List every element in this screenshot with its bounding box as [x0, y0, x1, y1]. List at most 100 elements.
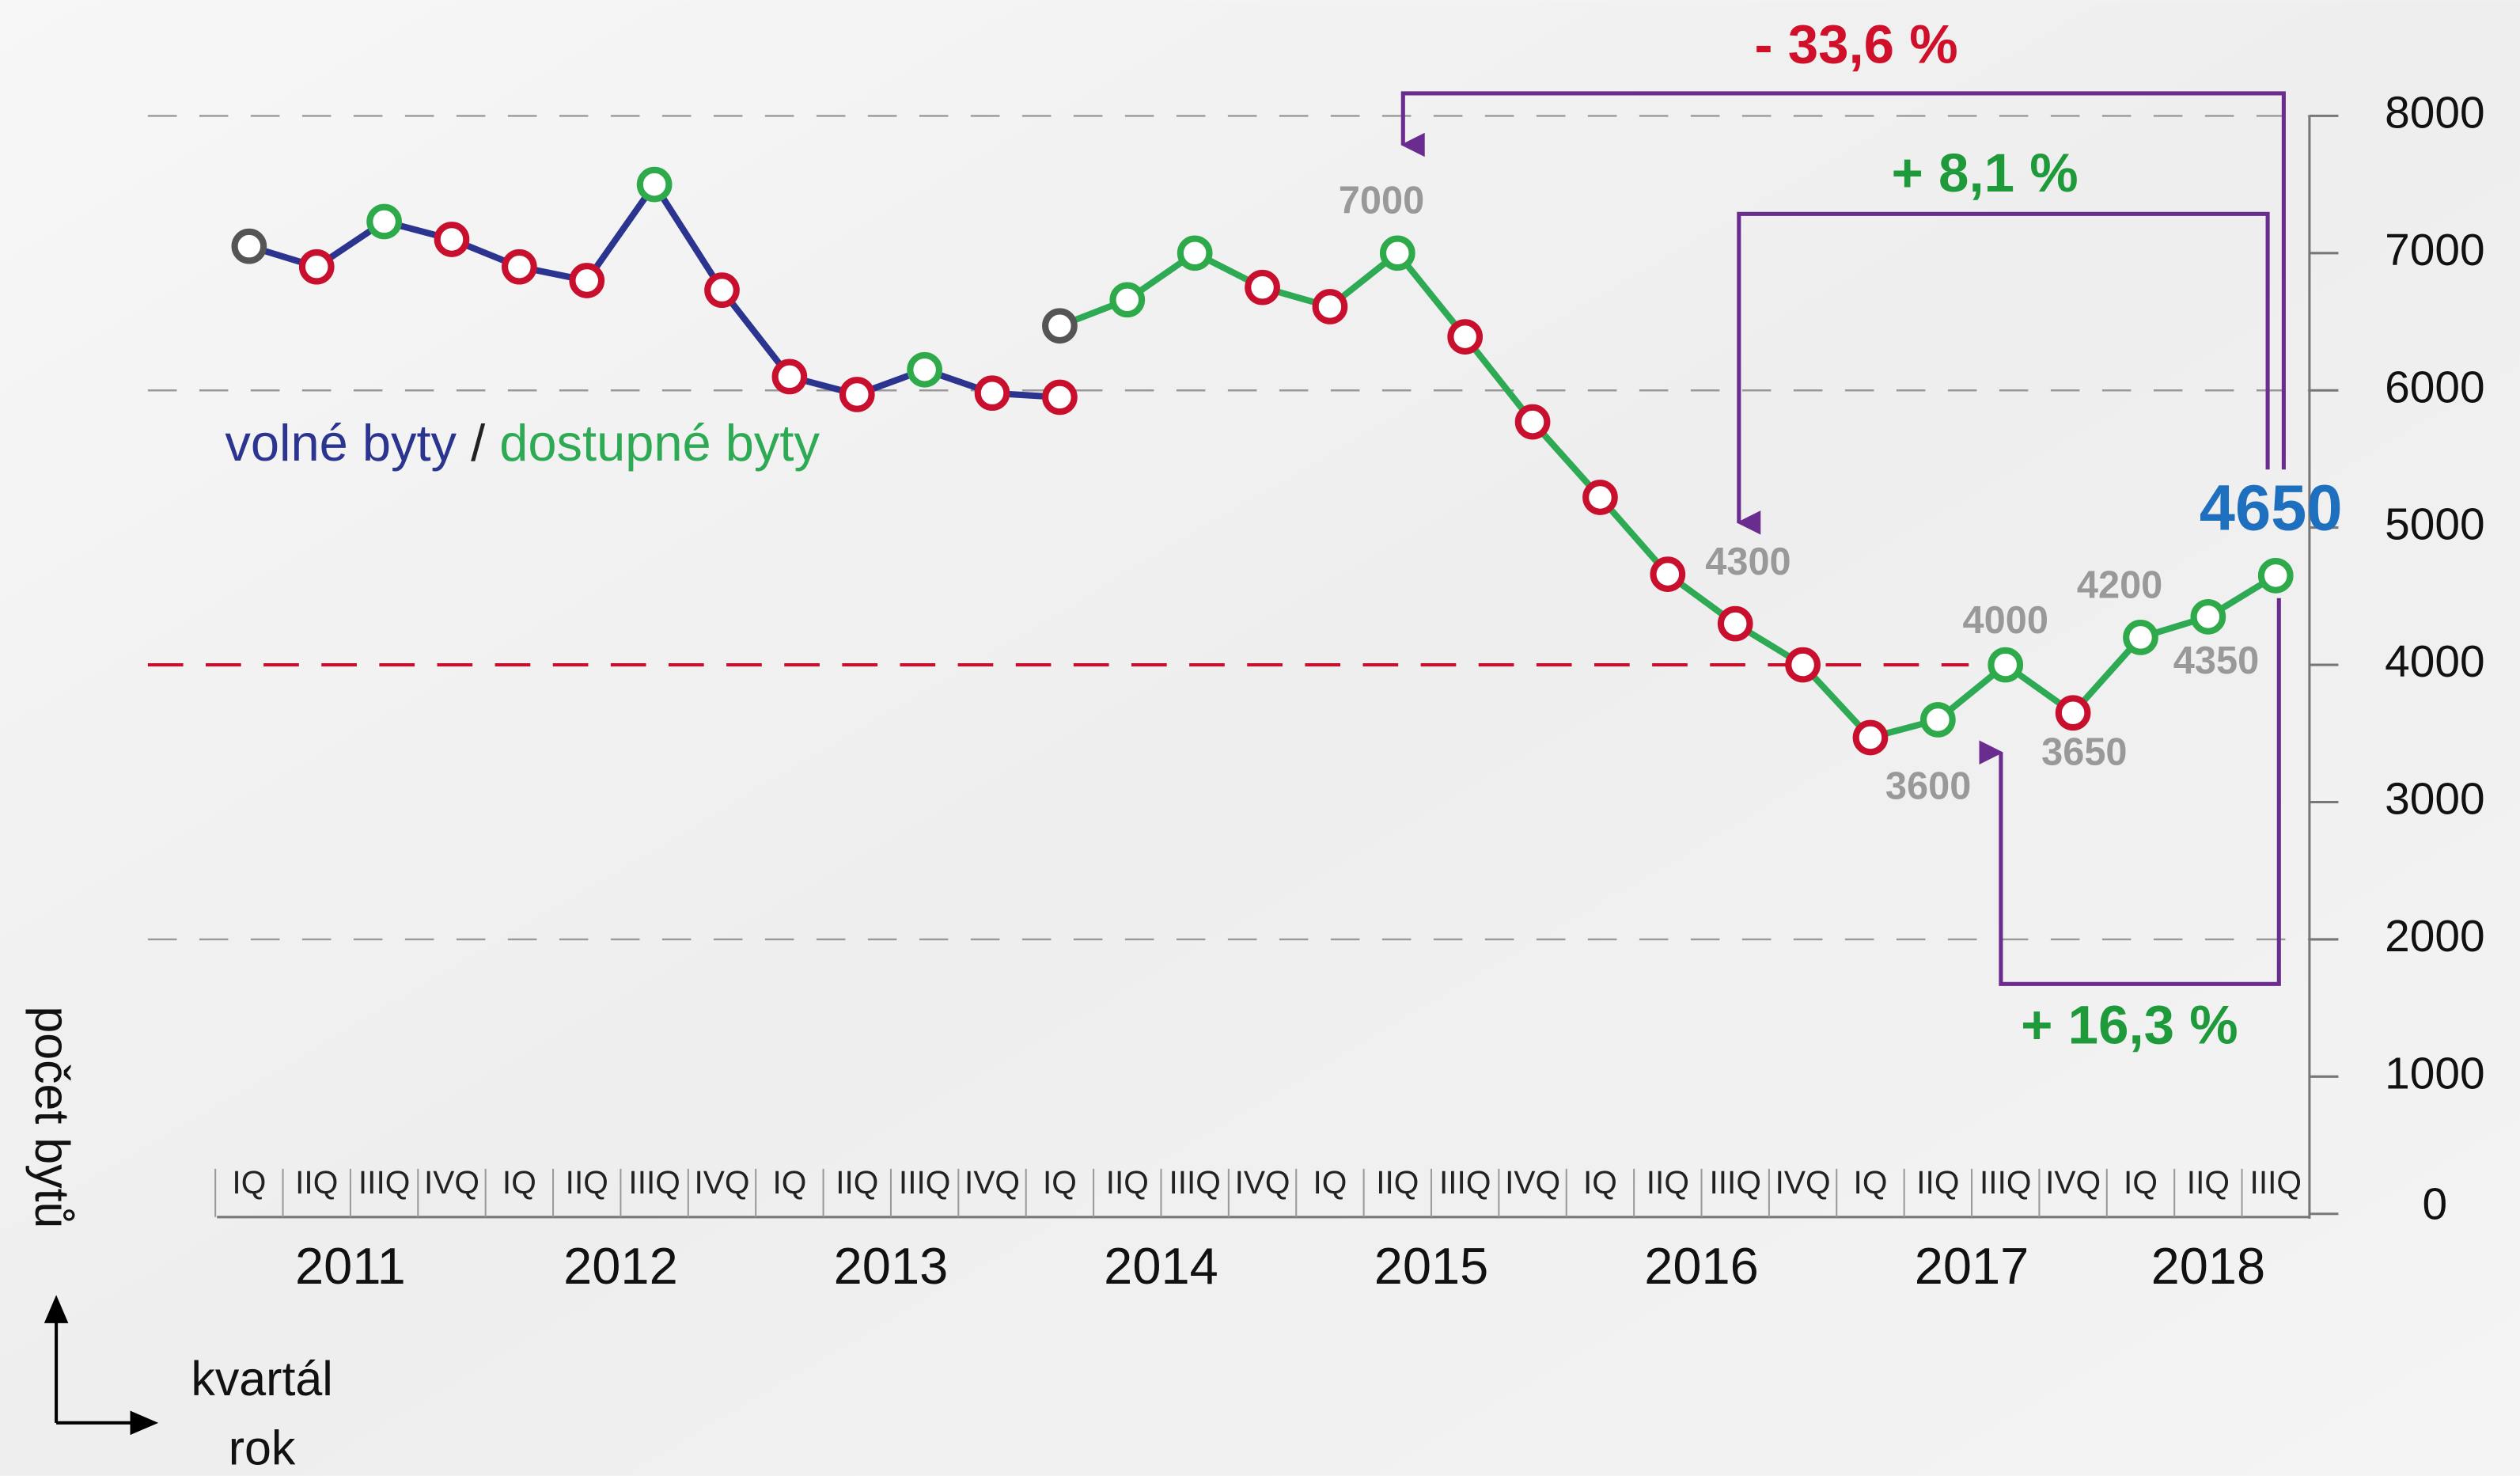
marker [2190, 599, 2226, 635]
x-tick-label: IQ [772, 1164, 806, 1201]
x-tick-label: IIQ [566, 1164, 608, 1201]
x-tick-label: IIIQ [628, 1164, 680, 1201]
x-tick-label: IVQ [695, 1164, 750, 1201]
y-tick-label: 5000 [2385, 500, 2485, 550]
marker [1245, 269, 1280, 305]
marker [1042, 379, 1078, 415]
y-tick-label: 8000 [2385, 88, 2485, 138]
year-label: 2014 [1104, 1237, 1218, 1295]
data-label: 4350 [2173, 639, 2259, 682]
x-tick-label: IVQ [424, 1164, 479, 1201]
data-label: 3600 [1885, 765, 1971, 808]
marker [704, 272, 740, 308]
marker [1988, 647, 2024, 683]
year-label: 2018 [2151, 1237, 2266, 1295]
marker [2055, 695, 2091, 731]
x-tick-label: IIIQ [358, 1164, 410, 1201]
x-tick-label: IIQ [1106, 1164, 1149, 1201]
y-tick-label: 1000 [2385, 1049, 2485, 1098]
marker [1650, 556, 1686, 592]
marker [1852, 719, 1889, 756]
y-tick-label: 3000 [2385, 775, 2485, 825]
marker [1177, 235, 1213, 271]
marker [502, 249, 537, 285]
x-tick-label: IQ [502, 1164, 536, 1201]
marker [974, 375, 1010, 412]
annotation: + 16,3 % [2021, 993, 2238, 1055]
x-axis-label: kvartál [191, 1352, 332, 1406]
x-tick-label: IQ [232, 1164, 266, 1201]
data-label: 7000 [1339, 180, 1424, 222]
arrowhead [130, 1410, 159, 1436]
arrowhead [44, 1295, 69, 1323]
x-tick-label: IIIQ [1169, 1164, 1220, 1201]
y-tick-label: 2000 [2385, 912, 2485, 962]
arrow [1736, 211, 2270, 535]
marker [636, 166, 673, 203]
year-label: 2013 [834, 1237, 949, 1295]
marker [1042, 308, 1078, 344]
x-tick-label: IIQ [1647, 1164, 1689, 1201]
x-tick-label: IIQ [836, 1164, 878, 1201]
x-tick-label: IIQ [1916, 1164, 1959, 1201]
marker [1785, 647, 1821, 683]
x-tick-label: IIIQ [899, 1164, 950, 1201]
legend-entry: volné byty [225, 414, 457, 472]
y-tick-label: 0 [2423, 1180, 2448, 1230]
x-tick-label: IIIQ [1709, 1164, 1760, 1201]
marker [366, 203, 402, 240]
marker [771, 359, 808, 395]
marker [907, 351, 942, 388]
marker [434, 222, 470, 257]
x-tick-label: IIIQ [2250, 1164, 2302, 1201]
x-tick-label: IVQ [1775, 1164, 1831, 1201]
data-label: 4000 [1963, 599, 2048, 642]
x-tick-label: IIIQ [1980, 1164, 2031, 1201]
y-tick-label: 7000 [2385, 226, 2485, 275]
marker [1582, 480, 1618, 515]
x-tick-label: IQ [1583, 1164, 1617, 1201]
marker [231, 228, 267, 264]
data-label: 4200 [2077, 563, 2162, 606]
x-tick-label: IIQ [1376, 1164, 1419, 1201]
x-tick-label: IVQ [1235, 1164, 1290, 1201]
marker [1109, 282, 1146, 318]
x-tick-label: IIQ [2187, 1164, 2230, 1201]
data-label: 4650 [2200, 472, 2343, 544]
annotation-arrows [1400, 91, 2286, 986]
marker [1920, 702, 1956, 738]
y-tick-label: 4000 [2385, 637, 2485, 687]
marker [2123, 620, 2158, 655]
x-tick-label: IQ [1854, 1164, 1888, 1201]
year-label: 2011 [295, 1237, 406, 1295]
arrow [1400, 91, 2286, 470]
marker [1379, 235, 1415, 271]
arrow [1979, 598, 2281, 986]
x-tick-label: IVQ [2045, 1164, 2101, 1201]
legend-entry: dostupné byty [499, 414, 820, 472]
marker [1717, 605, 1753, 642]
x2-axis-label: rok [229, 1421, 296, 1474]
x-tick-label: IVQ [964, 1164, 1020, 1201]
year-label: 2015 [1374, 1237, 1489, 1295]
marker [569, 263, 605, 298]
data-label: 3650 [2041, 730, 2127, 773]
x-tick-label: IIIQ [1439, 1164, 1491, 1201]
marker [1312, 289, 1348, 324]
y-axis-label: počet bytů [25, 1006, 79, 1228]
x-tick-label: IQ [2124, 1164, 2158, 1201]
marker [2257, 558, 2294, 594]
legend: volné byty / dostupné byty [225, 414, 820, 472]
marker [1447, 319, 1484, 355]
marker [1514, 404, 1551, 440]
x-tick-label: IQ [1043, 1164, 1077, 1201]
x-tick-label: IVQ [1505, 1164, 1560, 1201]
marker [298, 249, 335, 285]
year-label: 2012 [563, 1237, 678, 1295]
data-label: 4300 [1705, 541, 1791, 583]
year-label: 2016 [1644, 1237, 1759, 1295]
x-tick-label: IIQ [295, 1164, 338, 1201]
